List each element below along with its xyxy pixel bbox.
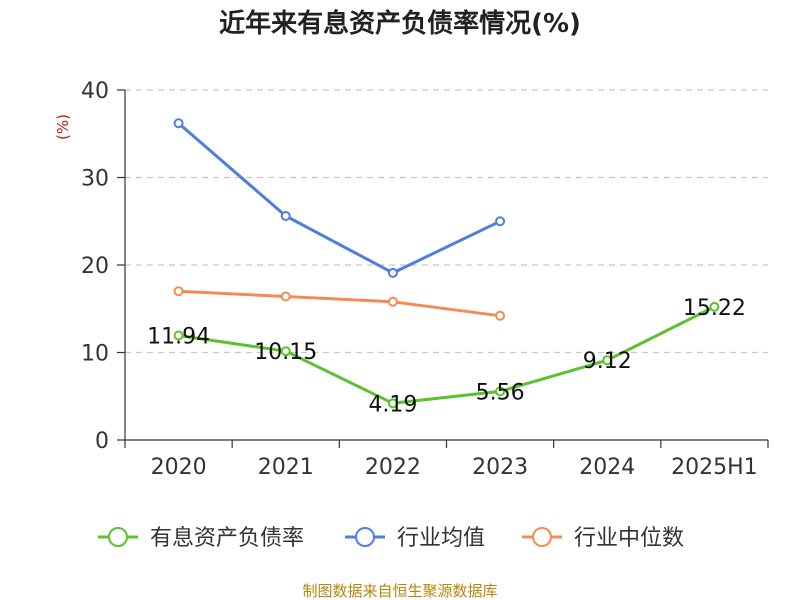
data-point bbox=[173, 118, 184, 129]
x-tick-label: 2021 bbox=[258, 455, 314, 480]
data-point bbox=[495, 216, 506, 227]
data-point bbox=[495, 386, 506, 397]
y-tick-label: 40 bbox=[81, 79, 109, 104]
y-tick-label: 0 bbox=[95, 429, 109, 454]
data-label: 10.15 bbox=[254, 340, 317, 365]
data-point bbox=[387, 296, 398, 307]
data-labels: 11.94 10.15 4.19 5.56 9.12 15.22 bbox=[147, 296, 746, 418]
axes: 0 10 20 30 40 2020 2021 2022 2023 2024 2025H1 bbox=[81, 79, 769, 480]
data-label: 15.22 bbox=[683, 296, 746, 321]
legend-marker bbox=[108, 527, 128, 547]
data-point bbox=[173, 330, 184, 341]
y-axis-unit: (%) bbox=[54, 114, 72, 140]
x-tick-label: 2020 bbox=[151, 455, 207, 480]
data-point bbox=[495, 310, 506, 321]
legend-marker bbox=[355, 527, 375, 547]
y-tick-label: 30 bbox=[81, 167, 109, 192]
series-layer bbox=[173, 118, 720, 409]
grid-lines bbox=[125, 89, 768, 354]
data-label: 11.94 bbox=[147, 325, 210, 350]
data-point bbox=[387, 398, 398, 409]
source-note: 制图数据来自恒生聚源数据库 bbox=[302, 582, 497, 600]
data-point bbox=[280, 346, 291, 357]
legend-label: 行业均值 bbox=[397, 526, 485, 551]
legend-label: 有息资产负债率 bbox=[150, 526, 304, 551]
series-line bbox=[178, 305, 716, 405]
data-point bbox=[602, 355, 613, 366]
chart-title: 近年来有息资产负债率情况(%) bbox=[219, 8, 581, 39]
data-point bbox=[280, 291, 291, 302]
y-tick-label: 20 bbox=[81, 254, 109, 279]
legend-label: 行业中位数 bbox=[574, 526, 684, 551]
data-point bbox=[173, 286, 184, 297]
x-tick-label: 2023 bbox=[472, 455, 528, 480]
series-line bbox=[178, 289, 501, 318]
data-label: 9.12 bbox=[583, 349, 632, 374]
x-tick-label: 2025H1 bbox=[671, 455, 758, 480]
x-tick-label: 2022 bbox=[365, 455, 421, 480]
data-point bbox=[387, 267, 398, 278]
series-line bbox=[177, 122, 501, 275]
x-tick-label: 2024 bbox=[579, 455, 635, 480]
data-label: 4.19 bbox=[368, 392, 417, 417]
data-point bbox=[709, 301, 720, 312]
data-point bbox=[280, 211, 291, 221]
legend-marker bbox=[532, 527, 552, 547]
data-label: 5.56 bbox=[476, 380, 525, 405]
y-tick-label: 10 bbox=[81, 342, 109, 367]
legend: 有息资产负债率 行业均值 行业中位数 bbox=[98, 526, 684, 551]
